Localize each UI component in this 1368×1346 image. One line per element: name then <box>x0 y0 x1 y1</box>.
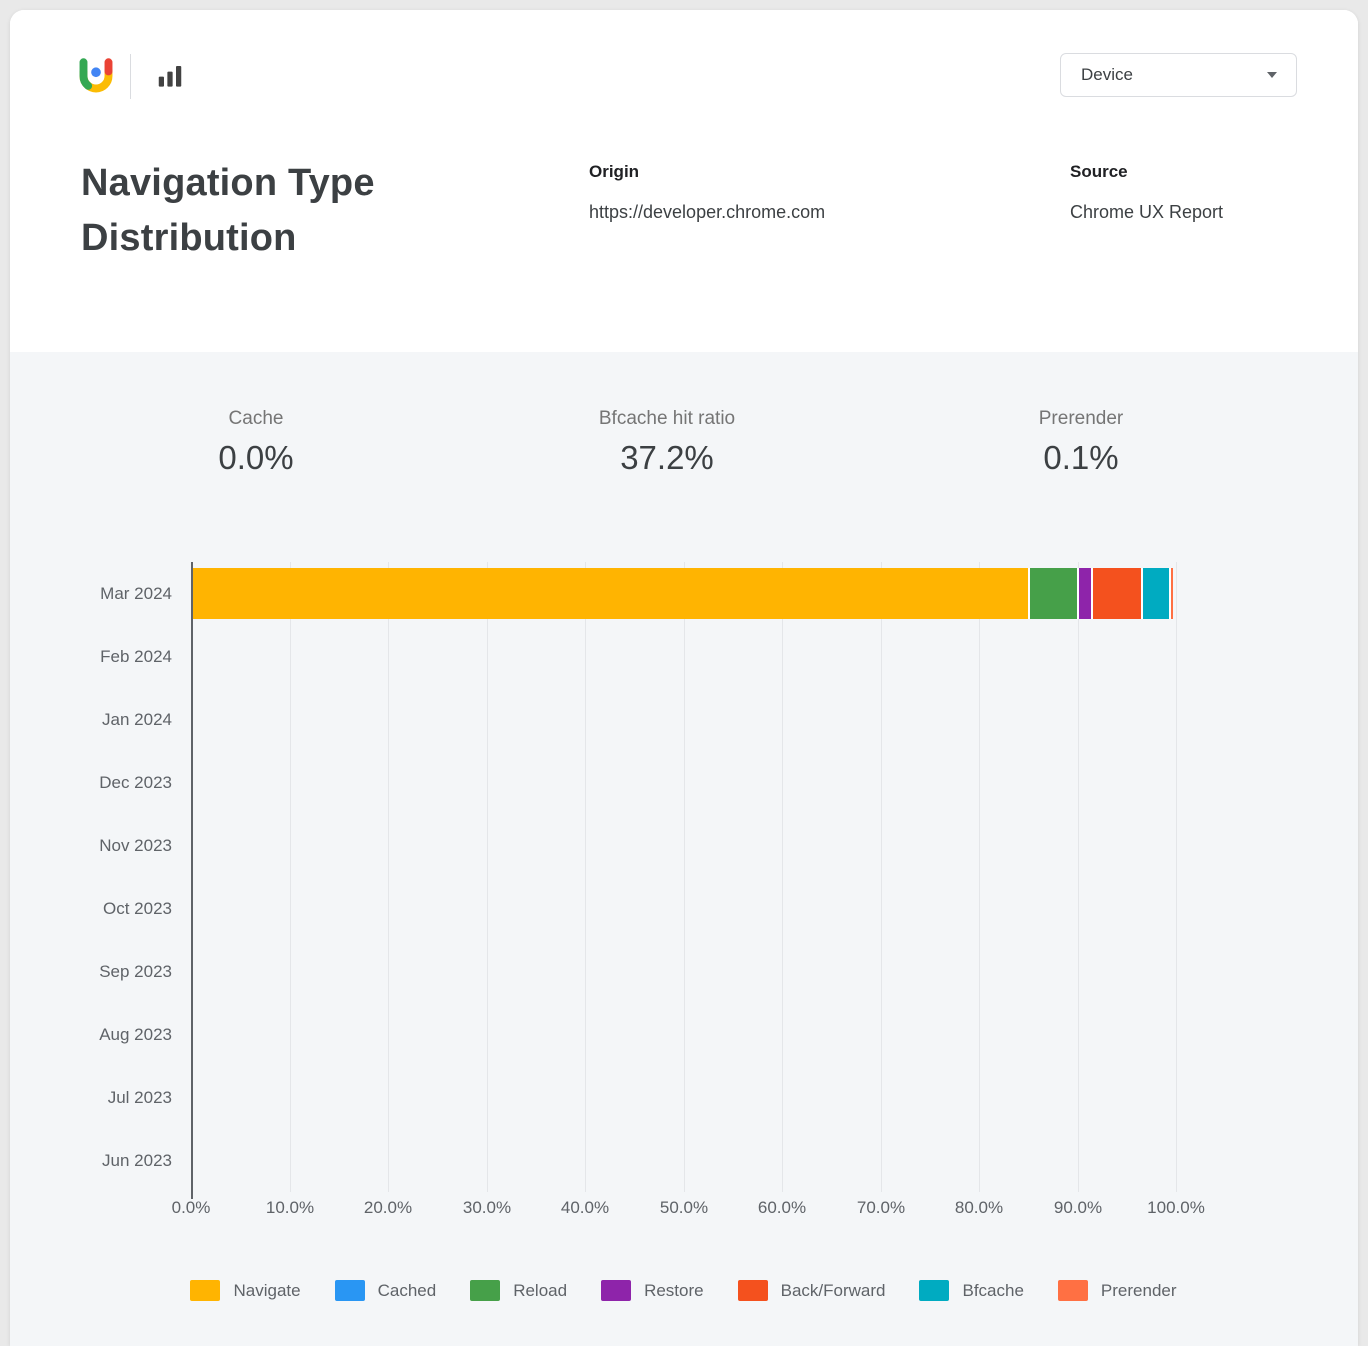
stat-bfcache-value: 37.2% <box>620 439 714 476</box>
legend-swatch-prerender <box>1057 1280 1088 1301</box>
y-axis-label-aug-2023: Aug 2023 <box>99 1025 172 1044</box>
divider <box>130 53 131 99</box>
origin-label: Origin <box>589 162 640 181</box>
gridline <box>585 562 586 1192</box>
page-title: Navigation Type Distribution <box>81 162 375 259</box>
x-axis-tick-label: 30.0% <box>462 1198 512 1217</box>
gridline <box>782 562 783 1192</box>
stat-bfcache-label: Bfcache hit ratio <box>598 408 736 429</box>
x-axis-tick-label: 70.0% <box>856 1198 906 1217</box>
y-axis-label-nov-2023: Nov 2023 <box>99 836 172 855</box>
y-axis-label-dec-2023: Dec 2023 <box>99 773 172 792</box>
bar-segment-back-forward[interactable] <box>1093 568 1143 619</box>
legend-item-bfcache[interactable]: Bfcache <box>919 1280 1024 1301</box>
legend-item-cached[interactable]: Cached <box>334 1280 437 1301</box>
x-axis-tick-label: 10.0% <box>265 1198 315 1217</box>
gridline <box>290 562 291 1192</box>
bar-segment-reload[interactable] <box>1030 568 1079 619</box>
x-axis-tick-label: 50.0% <box>659 1198 709 1217</box>
dashboard-card: Device Navigation Type Distribution Orig… <box>10 10 1358 1346</box>
x-axis-tick-label: 40.0% <box>560 1198 610 1217</box>
stat-bfcache-hit-ratio: Bfcache hit ratio 37.2% <box>599 408 735 477</box>
device-dropdown-value: Device <box>1081 65 1133 84</box>
y-axis-label-jun-2023: Jun 2023 <box>102 1151 172 1170</box>
legend-label-reload: Reload <box>513 1280 568 1300</box>
legend-swatch-reload <box>470 1280 501 1301</box>
source-value: Chrome UX Report <box>1070 202 1224 222</box>
legend-item-restore[interactable]: Restore <box>601 1280 704 1301</box>
gridline <box>388 562 389 1192</box>
legend-label-bfcache: Bfcache <box>962 1280 1024 1300</box>
gridline <box>487 562 488 1192</box>
stat-cache-label: Cache <box>228 408 284 429</box>
gridline <box>979 562 980 1192</box>
origin-value: https://developer.chrome.com <box>589 202 826 222</box>
bar-row-mar-2024 <box>193 568 1174 619</box>
y-axis-labels: Mar 2024 Feb 2024 Jan 2024 Dec 2023 Nov 2023… <box>10 562 172 1192</box>
chart-section: Cache 0.0% Bfcache hit ratio 37.2% Prere… <box>10 352 1358 1346</box>
legend-label-navigate: Navigate <box>233 1280 301 1300</box>
gridline <box>1176 562 1177 1192</box>
source-block: Source Chrome UX Report <box>1070 162 1223 223</box>
y-axis-label-jan-2024: Jan 2024 <box>102 710 172 729</box>
stat-cache-value: 0.0% <box>218 439 294 476</box>
stat-prerender: Prerender 0.1% <box>1039 408 1124 477</box>
x-axis-tick-label: 100.0% <box>1147 1198 1205 1217</box>
legend-item-prerender[interactable]: Prerender <box>1057 1280 1177 1301</box>
x-axis-tick-label: 0.0% <box>171 1198 211 1217</box>
y-axis-line <box>191 562 193 1199</box>
caret-down-icon <box>1267 72 1277 78</box>
legend-label-restore: Restore <box>644 1280 704 1300</box>
legend-swatch-restore <box>601 1280 632 1301</box>
navigation-type-chart <box>191 562 1177 1199</box>
gridline <box>1078 562 1079 1192</box>
y-axis-label-jul-2023: Jul 2023 <box>107 1088 172 1107</box>
bar-segment-restore[interactable] <box>1078 568 1094 619</box>
source-label: Source <box>1070 162 1128 181</box>
header: Device Navigation Type Distribution Orig… <box>10 10 1358 352</box>
legend-item-navigate[interactable]: Navigate <box>190 1280 301 1301</box>
y-axis-label-mar-2024: Mar 2024 <box>100 584 172 603</box>
x-axis-tick-label: 90.0% <box>1053 1198 1103 1217</box>
bar-segment-prerender[interactable] <box>1171 568 1174 619</box>
legend-swatch-cached <box>334 1280 365 1301</box>
y-axis-label-sep-2023: Sep 2023 <box>99 962 172 981</box>
legend-label-prerender: Prerender <box>1100 1280 1177 1300</box>
bar-chart-icon <box>158 66 182 87</box>
crux-logo-icon <box>79 58 113 93</box>
chart-legend: Navigate Cached Reload Restore Back/Forward B… <box>190 1280 1177 1301</box>
y-axis-label-oct-2023: Oct 2023 <box>103 899 172 918</box>
stat-cache: Cache 0.0% <box>218 408 293 477</box>
bar-segment-navigate[interactable] <box>193 568 1031 619</box>
origin-block: Origin https://developer.chrome.com <box>589 162 825 223</box>
bar-segment-bfcache[interactable] <box>1142 568 1172 619</box>
x-axis-tick-label: 80.0% <box>954 1198 1004 1217</box>
gridline <box>881 562 882 1192</box>
x-axis-tick-label: 60.0% <box>757 1198 807 1217</box>
legend-swatch-back-forward <box>737 1280 768 1301</box>
y-axis-label-feb-2024: Feb 2024 <box>100 647 172 666</box>
gridline <box>684 562 685 1192</box>
stat-prerender-label: Prerender <box>1038 408 1124 429</box>
x-axis-tick-label: 20.0% <box>363 1198 413 1217</box>
legend-item-back-forward[interactable]: Back/Forward <box>737 1280 886 1301</box>
legend-label-cached: Cached <box>377 1280 437 1300</box>
stat-prerender-value: 0.1% <box>1043 439 1119 476</box>
x-axis-labels: 0.0% 10.0% 20.0% 30.0% 40.0% 50.0% 60.0% 70.0% 8… <box>172 1198 1205 1222</box>
legend-swatch-bfcache <box>919 1280 950 1301</box>
legend-label-back-forward: Back/Forward <box>780 1280 886 1300</box>
legend-item-reload[interactable]: Reload <box>470 1280 567 1301</box>
brand <box>76 52 185 100</box>
device-dropdown[interactable]: Device <box>1060 53 1297 97</box>
legend-swatch-navigate <box>190 1280 221 1301</box>
